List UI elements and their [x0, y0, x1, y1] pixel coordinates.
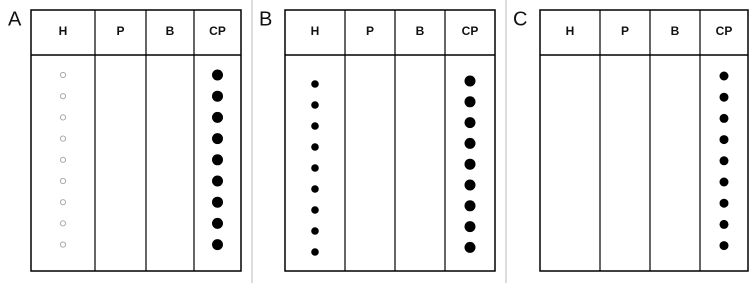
dot [212, 175, 223, 187]
dot [719, 135, 729, 145]
dot [311, 227, 319, 235]
dot [464, 96, 476, 108]
dot [311, 80, 319, 88]
dot [212, 239, 223, 251]
dot [464, 117, 476, 129]
dot [464, 179, 476, 191]
dot [212, 111, 223, 123]
dot [311, 248, 319, 256]
dot [59, 177, 67, 185]
dot [59, 71, 67, 79]
dot [59, 156, 67, 163]
panel-label: A [8, 8, 22, 30]
column-header: B [671, 24, 680, 38]
blot-frame [539, 9, 749, 272]
dot [719, 198, 729, 208]
dot [311, 185, 319, 193]
blot-frame [30, 9, 242, 272]
dot [59, 114, 67, 121]
column-header: H [59, 24, 68, 38]
dot [719, 177, 729, 187]
dot [59, 93, 67, 100]
dot [464, 75, 476, 87]
column-header: CP [462, 24, 479, 38]
column-header: P [116, 24, 124, 38]
column-header: CP [716, 24, 733, 38]
dot [212, 196, 223, 208]
dot [212, 133, 223, 145]
dot [311, 122, 319, 130]
dot [311, 206, 319, 214]
dot [464, 221, 476, 233]
column-header: CP [209, 24, 226, 38]
dot [719, 113, 729, 123]
dot [212, 217, 223, 229]
dot [311, 101, 319, 109]
dot [719, 92, 729, 102]
column-header: H [311, 24, 320, 38]
dot [719, 219, 729, 229]
dot [212, 90, 223, 102]
dot [464, 158, 476, 170]
dot [212, 154, 223, 166]
dot [719, 71, 729, 81]
column-header: B [416, 24, 425, 38]
dot [719, 241, 729, 251]
dot [311, 143, 319, 151]
dot [719, 156, 729, 166]
column-header: P [366, 24, 374, 38]
dot [311, 164, 319, 172]
dot [59, 135, 67, 142]
blot-frame [284, 9, 496, 272]
dot [464, 200, 476, 212]
dot [464, 241, 476, 253]
column-header: P [621, 24, 629, 38]
panel-label: C [513, 8, 527, 30]
dot [59, 199, 67, 206]
panel-label: B [259, 8, 272, 30]
column-header: B [166, 24, 175, 38]
dot [212, 69, 223, 81]
column-header: H [566, 24, 575, 38]
dot [464, 137, 476, 149]
dot [59, 241, 67, 248]
dot [59, 220, 67, 227]
